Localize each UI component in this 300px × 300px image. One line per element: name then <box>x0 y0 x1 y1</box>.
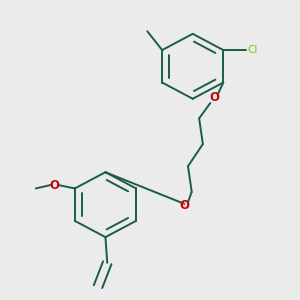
Text: O: O <box>179 199 189 212</box>
Text: O: O <box>209 92 219 104</box>
Text: O: O <box>50 178 59 191</box>
Text: Cl: Cl <box>248 45 258 55</box>
